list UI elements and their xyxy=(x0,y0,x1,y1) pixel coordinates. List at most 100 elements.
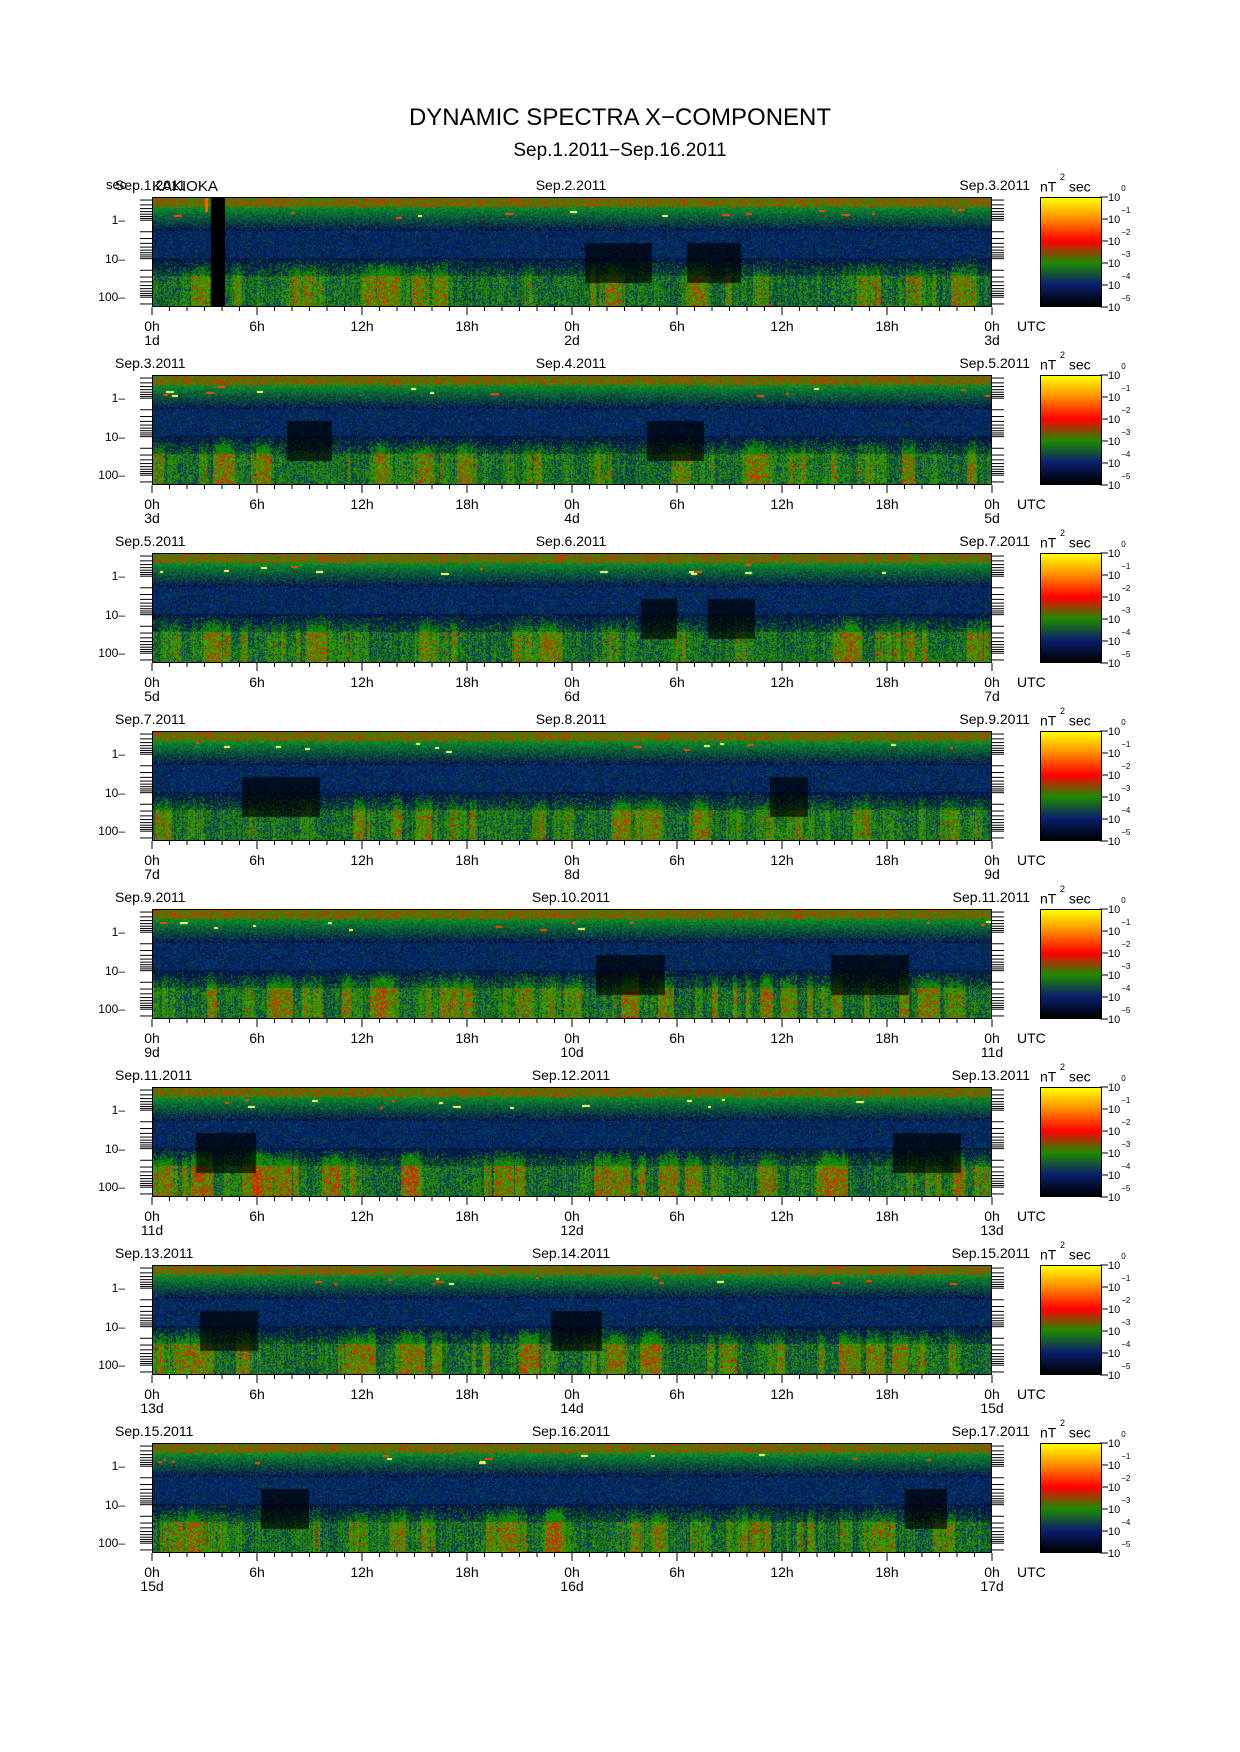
colorbar-tick-label: 10−5 xyxy=(1108,828,1131,848)
spectrogram xyxy=(152,1443,992,1553)
colorbar-tick-label: 10−2 xyxy=(1108,1118,1131,1138)
x-tick-label: 0h xyxy=(984,496,1000,512)
spectrogram xyxy=(152,197,992,307)
day-label: 5d xyxy=(144,688,160,704)
colorbar-tick-label: 10−3 xyxy=(1108,1140,1131,1160)
day-label: 7d xyxy=(144,866,160,882)
panel-end-date: Sep.17.2011 xyxy=(951,1423,1030,1439)
y-tick-label: 1– xyxy=(111,569,125,584)
colorbar-unit: nT 2 sec xyxy=(1040,1418,1091,1441)
spectrogram xyxy=(152,1265,992,1375)
day-label: 3d xyxy=(984,332,1000,348)
colorbar-tick-label: 10−5 xyxy=(1108,1184,1131,1204)
x-tick-label: 6h xyxy=(249,496,265,512)
y-tick-label: 100– xyxy=(98,1002,125,1017)
colorbar-unit: nT 2 sec xyxy=(1040,350,1091,373)
day-label: 10d xyxy=(560,1044,584,1060)
x-tick-label: 6h xyxy=(249,674,265,690)
utc-label: UTC xyxy=(1017,1030,1046,1046)
spectrogram xyxy=(152,731,992,841)
x-tick-label: 0h xyxy=(984,1386,1000,1402)
x-tick-label: 0h xyxy=(144,852,160,868)
panel-start-date: Sep.11.2011 xyxy=(115,1067,193,1083)
station-name: KAKIOKA xyxy=(152,178,218,195)
x-tick-label: 18h xyxy=(875,852,899,868)
x-tick-label: 0h xyxy=(564,1564,580,1580)
spectrogram-canvas xyxy=(153,554,991,662)
y-tick-label: 10– xyxy=(104,429,125,444)
colorbar-tick-label: 10−5 xyxy=(1108,294,1131,314)
colorbar-tick-label: 10−4 xyxy=(1108,628,1131,648)
x-tick-label: 12h xyxy=(770,852,794,868)
colorbar-tick-label: 10−3 xyxy=(1108,1318,1131,1338)
panel-mid-date: Sep.12.2011 xyxy=(531,1067,611,1083)
colorbar-tick-label: 100 xyxy=(1108,1252,1126,1272)
panel-end-date: Sep.7.2011 xyxy=(959,533,1030,549)
colorbar-tick-label: 10−2 xyxy=(1108,1474,1131,1494)
x-tick-label: 0h xyxy=(984,674,1000,690)
colorbar-tick-label: 10−5 xyxy=(1108,1006,1131,1026)
x-tick-label: 12h xyxy=(770,318,794,334)
spectra-panel-5: Sep.9.2011 Sep.10.2011 Sep.11.2011 1– 10– 100… xyxy=(0,884,1240,1064)
spectrogram-canvas xyxy=(153,198,991,306)
y-tick-label: 1– xyxy=(111,1281,125,1296)
day-label: 16d xyxy=(560,1578,584,1594)
colorbar-tick-label: 10−2 xyxy=(1108,406,1131,426)
day-label: 3d xyxy=(144,510,160,526)
colorbar xyxy=(1040,553,1102,663)
spectra-panel-2: Sep.3.2011 Sep.4.2011 Sep.5.2011 1– 10– 100– 0… xyxy=(0,350,1240,530)
x-tick-label: 6h xyxy=(669,496,685,512)
colorbar-tick-label: 100 xyxy=(1108,184,1126,204)
panel-end-date: Sep.3.2011 xyxy=(959,177,1030,193)
colorbar xyxy=(1040,731,1102,841)
day-label: 13d xyxy=(980,1222,1004,1238)
panel-end-date: Sep.11.2011 xyxy=(952,889,1030,905)
colorbar xyxy=(1040,1265,1102,1375)
x-tick-label: 12h xyxy=(770,1386,794,1402)
x-tick-label: 0h xyxy=(564,674,580,690)
colorbar xyxy=(1040,909,1102,1019)
colorbar-tick-label: 10−3 xyxy=(1108,1496,1131,1516)
y-tick-label: 1– xyxy=(111,747,125,762)
x-tick-label: 12h xyxy=(350,1208,374,1224)
day-label: 11d xyxy=(140,1222,164,1238)
colorbar-tick-label: 10−2 xyxy=(1108,228,1131,248)
x-tick-label: 12h xyxy=(350,1564,374,1580)
day-label: 8d xyxy=(564,866,580,882)
colorbar-tick-label: 10−4 xyxy=(1108,272,1131,292)
day-label: 6d xyxy=(564,688,580,704)
day-label: 13d xyxy=(140,1400,164,1416)
x-tick-label: 18h xyxy=(875,1564,899,1580)
utc-label: UTC xyxy=(1017,852,1046,868)
x-tick-label: 0h xyxy=(144,1030,160,1046)
y-tick-label: 1– xyxy=(111,1103,125,1118)
x-tick-label: 18h xyxy=(455,852,479,868)
colorbar-tick-label: 10−1 xyxy=(1108,562,1131,582)
x-tick-label: 12h xyxy=(770,1564,794,1580)
colorbar-unit-exp: 2 xyxy=(1059,706,1065,716)
colorbar-tick-label: 100 xyxy=(1108,1074,1126,1094)
y-tick-label: 1– xyxy=(111,925,125,940)
spectrogram-canvas xyxy=(153,1088,991,1196)
day-label: 17d xyxy=(980,1578,1004,1594)
spectra-panel-3: Sep.5.2011 Sep.6.2011 Sep.7.2011 1– 10– 100– 0… xyxy=(0,528,1240,708)
panel-start-date: Sep.5.2011 xyxy=(115,533,186,549)
colorbar-tick-label: 100 xyxy=(1108,540,1126,560)
colorbar-unit-base: nT xyxy=(1040,712,1060,729)
colorbar-unit: nT 2 sec xyxy=(1040,706,1091,729)
x-tick-label: 0h xyxy=(984,1208,1000,1224)
colorbar-tick-label: 10−4 xyxy=(1108,450,1131,470)
colorbar-tick-label: 10−2 xyxy=(1108,1296,1131,1316)
spectra-panel-4: Sep.7.2011 Sep.8.2011 Sep.9.2011 1– 10– 100– 0… xyxy=(0,706,1240,886)
colorbar-unit-base: nT xyxy=(1040,178,1060,195)
day-label: 14d xyxy=(560,1400,584,1416)
utc-label: UTC xyxy=(1017,1208,1046,1224)
x-tick-label: 12h xyxy=(770,1208,794,1224)
y-tick-label: 100– xyxy=(98,1358,125,1373)
colorbar-tick-label: 100 xyxy=(1108,1430,1126,1450)
colorbar-tick-label: 10−5 xyxy=(1108,1362,1131,1382)
colorbar-unit-suffix: sec xyxy=(1065,890,1091,907)
day-label: 7d xyxy=(984,688,1000,704)
x-tick-label: 18h xyxy=(875,496,899,512)
spectrogram-canvas xyxy=(153,1444,991,1552)
